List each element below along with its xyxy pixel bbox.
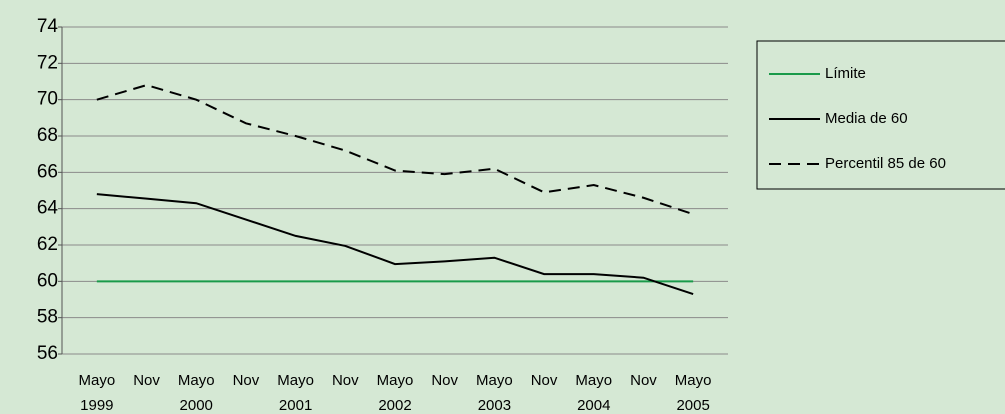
y-tick-label: 64 [37,198,59,219]
x-tick-label: Nov [332,372,359,389]
x-tick-label: Mayo [476,372,513,389]
y-tick-label: 68 [37,125,58,146]
y-tick-label: 56 [37,343,58,364]
x-tick-label: 2004 [577,397,610,414]
x-tick-label: Mayo [277,372,314,389]
legend-label: Percentil 85 de 60 [825,155,946,172]
series-line [96,193,694,295]
y-tick-label: 58 [37,307,58,328]
x-tick-label: Nov [233,372,260,389]
x-tick-label: 2003 [478,397,511,414]
x-tick-label: 2002 [378,397,411,414]
series-line [96,84,694,216]
x-tick-label: 1999 [80,397,113,414]
y-tick-label: 60 [37,270,58,291]
x-tick-label: Nov [531,372,558,389]
legend-label: Media de 60 [825,110,908,127]
y-tick-label: 70 [37,89,58,110]
x-tick-label: Nov [630,372,657,389]
y-tick-label: 72 [37,52,58,73]
legend-label: Límite [825,65,866,82]
y-tick-label: 74 [37,16,59,37]
y-tick-label: 66 [37,161,58,182]
x-tick-label: Mayo [178,372,215,389]
legend-box [756,40,1005,190]
x-tick-label: Mayo [79,372,116,389]
x-tick-label: 2001 [279,397,312,414]
x-tick-label: Nov [431,372,458,389]
x-tick-label: Mayo [377,372,414,389]
x-tick-label: Mayo [675,372,712,389]
x-tick-label: Nov [133,372,160,389]
y-tick-label: 62 [37,234,58,255]
x-tick-label: 2005 [676,397,709,414]
x-tick-label: Mayo [575,372,612,389]
x-tick-label: 2000 [180,397,213,414]
